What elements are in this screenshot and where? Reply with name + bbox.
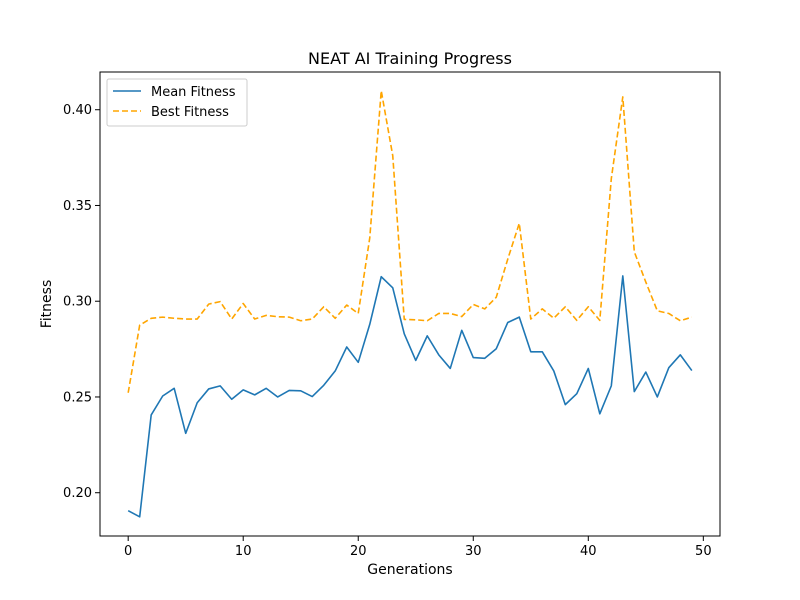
x-tick-label: 20 [350,544,367,559]
plot-area [99,71,721,537]
x-tick-label: 30 [465,544,482,559]
x-axis-label: Generations [367,562,452,578]
y-axis-label: Fitness [39,280,55,329]
legend: Mean Fitness Best Fitness [106,78,248,127]
x-tick-label: 40 [580,544,597,559]
y-axis: 0.20 0.25 0.30 0.35 0.40 [63,103,100,501]
y-tick-label: 0.30 [63,295,92,310]
y-tick-label: 0.25 [63,390,92,405]
series-line-mean-fitness [127,275,693,518]
legend-label: Mean Fitness [151,85,236,100]
legend-box [106,78,248,127]
legend-label: Best Fitness [151,105,229,120]
y-tick-label: 0.35 [63,199,92,214]
x-tick-label: 0 [124,544,132,559]
series-lines [127,89,693,518]
y-tick-label: 0.40 [63,103,92,118]
x-axis: 0 10 20 30 40 50 [124,536,712,559]
series-line-best-fitness [127,89,693,393]
x-tick-label: 10 [235,544,252,559]
y-tick-label: 0.20 [63,486,92,501]
chart-title: NEAT AI Training Progress [308,49,512,68]
x-tick-label: 50 [695,544,712,559]
plot-frame [99,71,721,537]
